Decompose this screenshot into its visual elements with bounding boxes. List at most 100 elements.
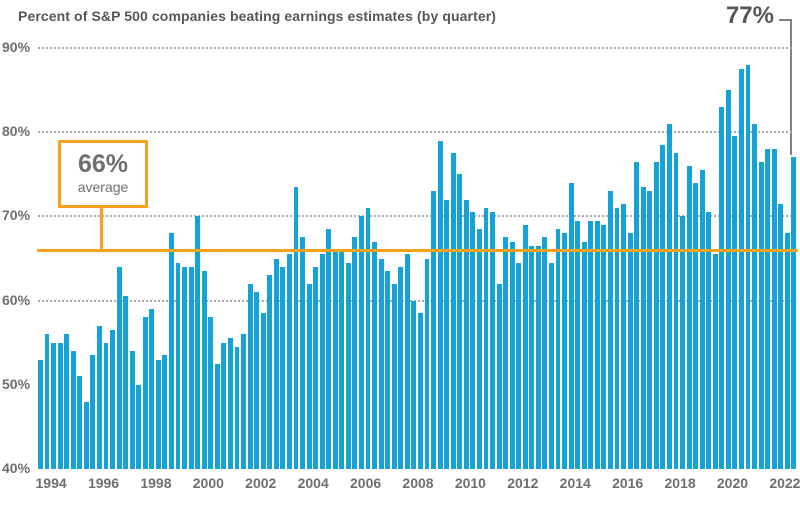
x-axis-tick-label: 2018 <box>664 475 696 491</box>
bar <box>509 241 515 469</box>
bar <box>365 207 371 469</box>
bar <box>398 266 404 469</box>
bar <box>228 338 233 469</box>
bar <box>424 258 430 469</box>
bar <box>660 144 666 469</box>
x-axis-tick-label: 2004 <box>297 475 329 491</box>
bar <box>490 212 495 469</box>
bar <box>142 317 148 469</box>
bar <box>476 229 482 469</box>
y-axis-tick-label: 70% <box>2 207 31 224</box>
bar <box>96 325 102 469</box>
bar <box>103 342 109 469</box>
bar <box>254 292 260 469</box>
bar <box>614 207 620 469</box>
y-axis-tick-label: 40% <box>2 460 31 476</box>
bar <box>588 220 594 469</box>
bar <box>293 186 299 469</box>
average-callout-connector <box>100 202 103 251</box>
bar <box>352 237 358 469</box>
bar <box>739 69 744 469</box>
bar <box>542 237 548 469</box>
bar <box>345 262 351 469</box>
x-axis-tick-label: 2012 <box>507 475 539 491</box>
gridline-70 <box>38 215 792 218</box>
bar <box>562 233 568 469</box>
x-axis-tick-label: 2010 <box>454 475 486 491</box>
bar <box>267 275 273 469</box>
bar <box>601 224 607 469</box>
bar <box>503 237 509 469</box>
bar <box>719 106 725 469</box>
bar <box>149 309 155 469</box>
bar <box>280 266 286 469</box>
bar <box>129 351 135 469</box>
bar <box>411 300 417 469</box>
x-axis-tick-label: 1994 <box>35 475 67 491</box>
bar <box>680 216 685 469</box>
bar <box>195 216 201 469</box>
bar <box>653 161 659 469</box>
bar <box>535 245 541 469</box>
bar <box>418 313 423 469</box>
bar <box>758 161 764 469</box>
bar <box>273 258 279 469</box>
x-axis-tick-label: 2000 <box>192 475 224 491</box>
bar <box>568 182 574 469</box>
x-axis-tick-label: 2002 <box>245 475 277 491</box>
bar <box>208 317 214 469</box>
bar <box>169 233 174 469</box>
bar <box>116 266 122 469</box>
bar <box>286 254 292 469</box>
bar <box>57 342 63 469</box>
bar <box>110 330 115 469</box>
bar <box>372 241 378 469</box>
bar <box>123 296 129 469</box>
bar <box>725 90 731 469</box>
y-axis-tick-label: 60% <box>2 291 31 308</box>
bar <box>470 212 476 469</box>
latest-value-label: 77% <box>725 2 774 29</box>
chart-title: Percent of S&P 500 companies beating ear… <box>18 8 497 24</box>
bar <box>686 165 692 469</box>
bar <box>608 191 613 469</box>
bar <box>771 149 777 469</box>
bar <box>175 262 181 469</box>
bar <box>38 359 43 469</box>
bar <box>483 207 489 469</box>
bar <box>51 342 56 469</box>
x-axis-tick-label: 2016 <box>612 475 644 491</box>
bar <box>155 359 161 469</box>
bar <box>306 283 312 469</box>
bar <box>673 153 679 469</box>
bar <box>581 241 587 469</box>
bar <box>765 149 771 469</box>
bar <box>621 203 626 469</box>
x-axis-tick-label: 2006 <box>350 475 382 491</box>
y-axis-tick-label: 50% <box>2 375 31 392</box>
average-value-label: 66% <box>77 150 129 178</box>
bar <box>627 233 633 469</box>
bar <box>549 262 554 469</box>
bar <box>496 283 502 469</box>
bar <box>778 203 784 469</box>
bar <box>221 342 227 469</box>
bar <box>162 355 168 469</box>
bar <box>529 245 535 469</box>
bar <box>182 266 188 469</box>
x-axis-tick-label: 1996 <box>87 475 120 491</box>
bar <box>214 363 220 469</box>
bar <box>555 229 561 469</box>
bar <box>745 64 751 469</box>
bar <box>44 334 50 469</box>
bar <box>522 224 528 469</box>
bar <box>136 384 142 469</box>
bar <box>378 258 384 469</box>
latest-callout-line-vertical <box>790 19 792 156</box>
x-axis-tick-label: 1998 <box>140 475 172 491</box>
bar <box>752 123 758 469</box>
bar <box>359 216 364 469</box>
bar <box>444 199 450 469</box>
bar <box>437 140 443 469</box>
average-callout-box: 66% average <box>58 140 148 208</box>
